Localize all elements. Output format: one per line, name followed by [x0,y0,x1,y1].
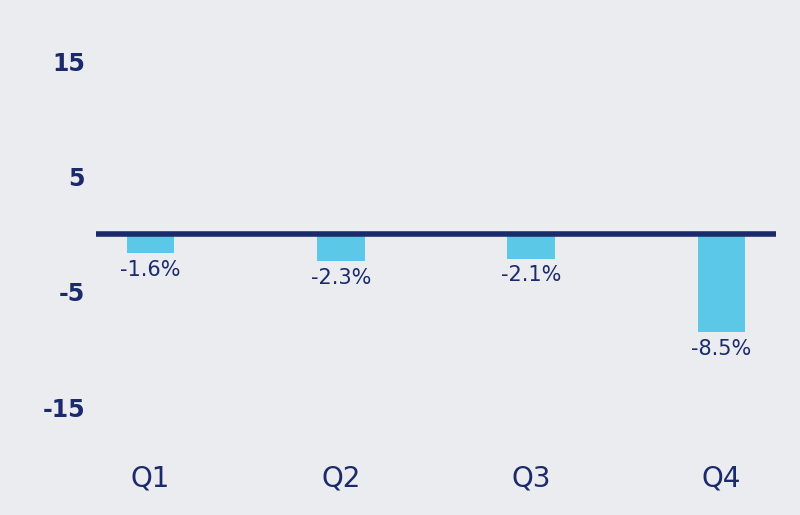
Text: -2.3%: -2.3% [310,268,371,288]
Bar [507,234,555,259]
Bar [317,234,365,261]
Text: -2.1%: -2.1% [501,265,562,285]
Bar [698,234,745,332]
Text: -8.5%: -8.5% [691,339,751,359]
Text: -1.6%: -1.6% [121,260,181,280]
Bar [127,234,174,253]
